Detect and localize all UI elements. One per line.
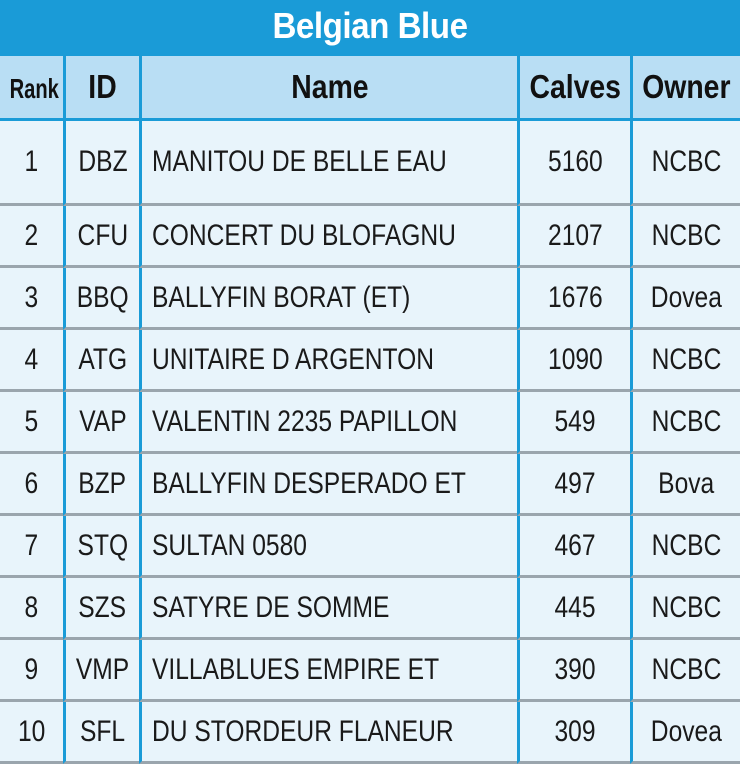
cell-owner: Bova [630, 454, 740, 516]
cell-name: MANITOU DE BELLE EAU [139, 121, 517, 206]
cell-calves: 5160 [517, 121, 630, 206]
cell-name: BALLYFIN DESPERADO ET [139, 454, 517, 516]
ranking-table: Rank ID Name Calves Owner 1 DBZ MANITOU DE… [0, 56, 740, 764]
cell-id: BBQ [63, 268, 139, 330]
cell-calves: 549 [517, 392, 630, 454]
cell-calves: 309 [517, 702, 630, 764]
header-rank: Rank [0, 56, 63, 121]
cell-name: VILLABLUES EMPIRE ET [139, 640, 517, 702]
table-row: 8 SZS SATYRE DE SOMME 445 NCBC [0, 578, 740, 640]
cell-owner: NCBC [630, 330, 740, 392]
table-row: 6 BZP BALLYFIN DESPERADO ET 497 Bova [0, 454, 740, 516]
cell-rank: 8 [0, 578, 63, 640]
header-id: ID [63, 56, 139, 121]
cell-rank: 1 [0, 121, 63, 206]
cell-calves: 390 [517, 640, 630, 702]
cell-calves: 1090 [517, 330, 630, 392]
cell-rank: 9 [0, 640, 63, 702]
cell-id: STQ [63, 516, 139, 578]
table-row: 1 DBZ MANITOU DE BELLE EAU 5160 NCBC [0, 121, 740, 206]
cell-owner: NCBC [630, 578, 740, 640]
cell-id: ATG [63, 330, 139, 392]
cell-owner: NCBC [630, 206, 740, 268]
cell-owner: Dovea [630, 268, 740, 330]
table-row: 2 CFU CONCERT DU BLOFAGNU 2107 NCBC [0, 206, 740, 268]
table-title: Belgian Blue [272, 5, 468, 46]
cell-name: DU STORDEUR FLANEUR [139, 702, 517, 764]
cell-name: SATYRE DE SOMME [139, 578, 517, 640]
cell-calves: 2107 [517, 206, 630, 268]
cell-rank: 7 [0, 516, 63, 578]
cell-calves: 445 [517, 578, 630, 640]
table-row: 5 VAP VALENTIN 2235 PAPILLON 549 NCBC [0, 392, 740, 454]
cell-calves: 467 [517, 516, 630, 578]
cell-owner: NCBC [630, 640, 740, 702]
cell-id: BZP [63, 454, 139, 516]
table-row: 9 VMP VILLABLUES EMPIRE ET 390 NCBC [0, 640, 740, 702]
cell-calves: 497 [517, 454, 630, 516]
cell-rank: 4 [0, 330, 63, 392]
cell-rank: 2 [0, 206, 63, 268]
cell-calves: 1676 [517, 268, 630, 330]
table-row: 7 STQ SULTAN 0580 467 NCBC [0, 516, 740, 578]
cell-owner: Dovea [630, 702, 740, 764]
cell-id: VAP [63, 392, 139, 454]
cell-name: BALLYFIN BORAT (ET) [139, 268, 517, 330]
table-row: 10 SFL DU STORDEUR FLANEUR 309 Dovea [0, 702, 740, 764]
cell-name: SULTAN 0580 [139, 516, 517, 578]
table-row: 3 BBQ BALLYFIN BORAT (ET) 1676 Dovea [0, 268, 740, 330]
cell-rank: 10 [0, 702, 63, 764]
header-row: Rank ID Name Calves Owner [0, 56, 740, 121]
cell-id: CFU [63, 206, 139, 268]
cell-owner: NCBC [630, 392, 740, 454]
header-owner: Owner [630, 56, 740, 121]
table-row: 4 ATG UNITAIRE D ARGENTON 1090 NCBC [0, 330, 740, 392]
cell-id: VMP [63, 640, 139, 702]
cell-id: SFL [63, 702, 139, 764]
cell-id: SZS [63, 578, 139, 640]
cell-rank: 3 [0, 268, 63, 330]
cell-name: UNITAIRE D ARGENTON [139, 330, 517, 392]
cell-name: VALENTIN 2235 PAPILLON [139, 392, 517, 454]
cell-id: DBZ [63, 121, 139, 206]
header-calves: Calves [517, 56, 630, 121]
cell-rank: 5 [0, 392, 63, 454]
cell-rank: 6 [0, 454, 63, 516]
cell-owner: NCBC [630, 121, 740, 206]
cell-name: CONCERT DU BLOFAGNU [139, 206, 517, 268]
cell-owner: NCBC [630, 516, 740, 578]
header-name: Name [139, 56, 517, 121]
